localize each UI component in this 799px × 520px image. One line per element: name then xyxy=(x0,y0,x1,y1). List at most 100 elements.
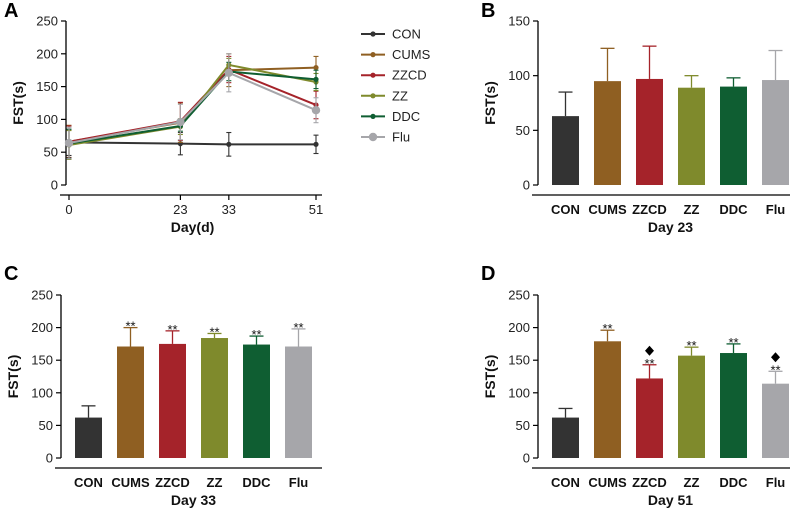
x-tick-label: CUMS xyxy=(588,202,627,217)
bar-zzcd xyxy=(159,343,186,458)
x-tick-label: CON xyxy=(551,202,580,217)
bar-cums xyxy=(117,346,144,458)
data-point xyxy=(311,106,321,115)
panel-d: D 0 50 100 150 200 250 FST(s) CON CUMS ** ZZCD ** ZZ *… xyxy=(481,263,790,508)
legend-label: CON xyxy=(392,27,421,42)
y-tick-label: 200 xyxy=(31,320,53,335)
bar-zzcd xyxy=(636,378,663,458)
panel-letter: A xyxy=(4,0,18,22)
data-point xyxy=(64,138,74,148)
panel-c: C 0 50 100 150 200 250 FST(s) CON CUMS ** ZZCD ** ZZ *… xyxy=(4,263,322,508)
legend-swatch-marker xyxy=(370,31,376,37)
y-tick-label: 0 xyxy=(523,451,530,466)
y-tick-label: 100 xyxy=(31,385,53,400)
panel-a: A 0 50 100 150 200 250 FST(s) 0 23 33 51 Day(d) CON CU… xyxy=(4,0,431,235)
y-tick-label: 250 xyxy=(31,288,53,303)
y-tick-label: 50 xyxy=(44,145,58,160)
x-tick-label: ZZCD xyxy=(632,475,667,490)
bar-ddc xyxy=(720,86,747,185)
x-tick-label: DDC xyxy=(242,475,271,490)
bar-con xyxy=(75,417,102,458)
diamond-mark xyxy=(645,345,654,356)
legend-item-zzcd: ZZCD xyxy=(361,68,427,83)
x-tick-label: ZZ xyxy=(207,475,223,490)
x-tick-label: Flu xyxy=(766,475,786,490)
x-tick-label: Flu xyxy=(289,475,309,490)
series-line-zzcd xyxy=(68,68,317,143)
significance-mark: ** xyxy=(644,356,654,371)
legend-label: ZZ xyxy=(392,88,408,103)
bar-con xyxy=(552,417,579,458)
x-tick-label: CUMS xyxy=(588,475,627,490)
panel-letter: C xyxy=(4,263,18,285)
bar-flu xyxy=(285,346,312,458)
legend-item-con: CON xyxy=(361,27,421,42)
significance-mark: ** xyxy=(125,319,135,334)
y-tick-label: 200 xyxy=(36,46,58,61)
data-point xyxy=(224,68,234,78)
y-tick-label: 0 xyxy=(51,178,58,193)
bar-ddc xyxy=(243,344,270,458)
x-axis-label: Day(d) xyxy=(171,219,215,235)
y-tick-label: 250 xyxy=(508,288,530,303)
bar-zz xyxy=(201,338,228,458)
data-point xyxy=(313,64,319,71)
y-axis-label: FST(s) xyxy=(482,81,498,125)
y-tick-label: 150 xyxy=(508,14,530,29)
y-tick-label: 150 xyxy=(508,353,530,368)
y-tick-label: 100 xyxy=(508,385,530,400)
data-point xyxy=(226,141,232,147)
x-axis-label: Day 23 xyxy=(648,219,693,235)
legend-item-flu: Flu xyxy=(361,130,410,145)
x-tick-label: 23 xyxy=(173,202,187,217)
y-tick-label: 250 xyxy=(36,14,58,29)
legend-swatch-marker xyxy=(370,52,376,58)
x-tick-label: ZZ xyxy=(684,202,700,217)
x-tick-label: ZZ xyxy=(684,475,700,490)
x-tick-label: ZZCD xyxy=(632,202,667,217)
y-axis-label: FST(s) xyxy=(5,355,21,399)
bar-flu xyxy=(762,80,789,185)
x-tick-label: 33 xyxy=(222,202,236,217)
significance-mark: ** xyxy=(167,322,177,337)
bar-cums xyxy=(594,341,621,458)
panel-letter: D xyxy=(481,263,495,285)
x-tick-label: CON xyxy=(74,475,103,490)
x-axis-label: Day 33 xyxy=(171,492,216,508)
legend-label: ZZCD xyxy=(392,68,427,83)
bar-zz xyxy=(678,355,705,458)
legend-label: DDC xyxy=(392,109,420,124)
y-axis-label: FST(s) xyxy=(10,81,26,125)
significance-mark: ** xyxy=(251,327,261,342)
y-axis-label: FST(s) xyxy=(482,355,498,399)
series-line-con xyxy=(68,141,316,146)
legend-item-zz: ZZ xyxy=(361,88,408,103)
y-tick-label: 150 xyxy=(31,353,53,368)
x-tick-label: DDC xyxy=(719,202,748,217)
bar-cums xyxy=(594,81,621,185)
x-tick-label: Flu xyxy=(766,202,786,217)
x-axis-label: Day 51 xyxy=(648,492,693,508)
y-tick-label: 200 xyxy=(508,320,530,335)
bar-con xyxy=(552,116,579,185)
panel-letter: B xyxy=(481,0,495,22)
x-tick-label: 51 xyxy=(309,202,323,217)
significance-mark: ** xyxy=(602,321,612,336)
legend-swatch-marker xyxy=(370,113,376,119)
bar-ddc xyxy=(720,353,747,458)
legend-item-cums: CUMS xyxy=(361,47,431,62)
legend-label: Flu xyxy=(392,130,410,145)
significance-mark: ** xyxy=(728,335,738,350)
legend-swatch-marker xyxy=(370,72,376,78)
y-tick-label: 100 xyxy=(508,68,530,83)
diamond-mark xyxy=(771,352,780,363)
significance-mark: ** xyxy=(293,320,303,335)
x-tick-label: CON xyxy=(551,475,580,490)
y-tick-label: 50 xyxy=(39,418,53,433)
x-tick-label: DDC xyxy=(719,475,748,490)
significance-mark: ** xyxy=(209,324,219,339)
y-tick-label: 150 xyxy=(36,79,58,94)
data-point xyxy=(313,141,319,147)
y-tick-label: 50 xyxy=(516,418,530,433)
